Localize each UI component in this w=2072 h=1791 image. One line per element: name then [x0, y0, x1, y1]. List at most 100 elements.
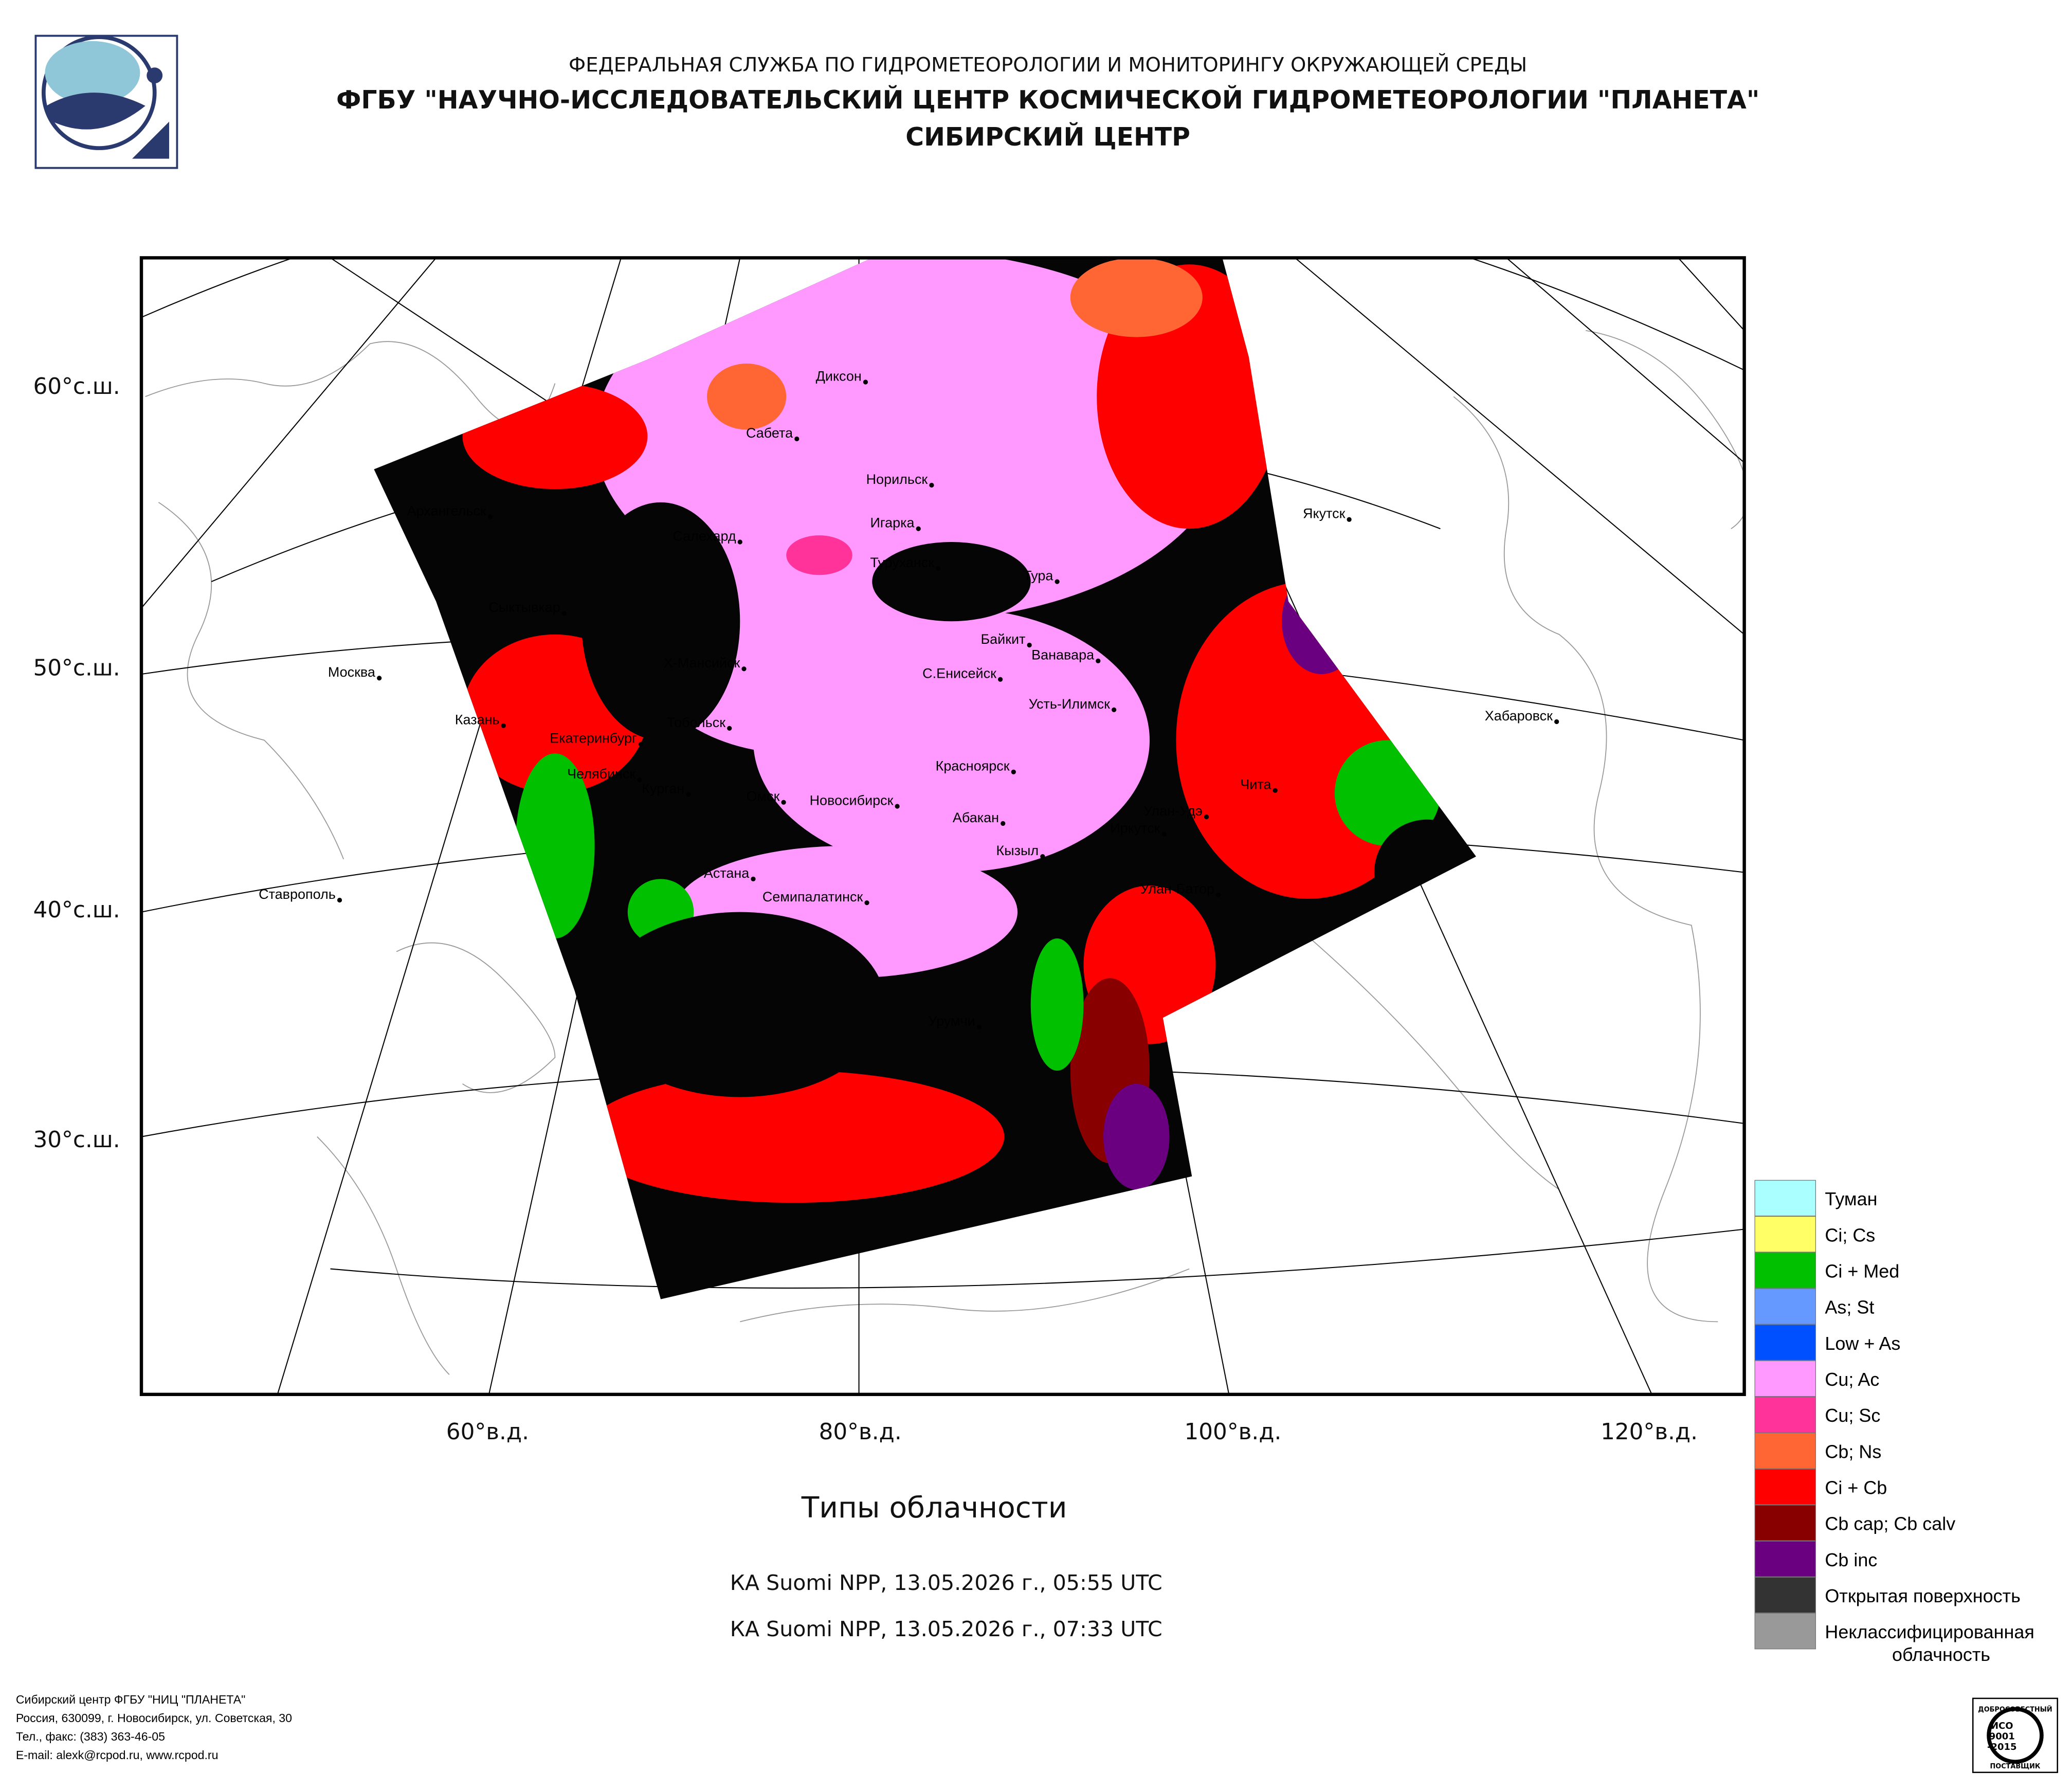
city-labels: Диксон Сабета Норильск Архангельск Игарка Сал…: [259, 368, 1559, 1029]
city-label: Норильск: [866, 472, 928, 487]
map-frame: [139, 256, 1746, 1396]
city-dot: [487, 514, 493, 519]
badge-text: ИСО: [1991, 1721, 2013, 1731]
map: Диксон Сабета Норильск Архангельск Игарка Сал…: [141, 258, 1744, 1395]
city-dot: [751, 876, 756, 881]
city-label: Казань: [455, 712, 500, 728]
legend-label: Туман: [1825, 1188, 1877, 1209]
caption-title: Типы облачности: [801, 1491, 1067, 1525]
caption-line: КА Suomi NPP, 13.05.2026 г., 05:55 UTC: [730, 1570, 1162, 1595]
footer-line: Сибирский центр ФГБУ "НИЦ "ПЛАНЕТА": [16, 1693, 246, 1706]
lon-label: 60°в.д.: [446, 1419, 529, 1445]
city-dot: [863, 379, 868, 385]
city-label: Ставрополь: [259, 887, 336, 902]
city-dot: [561, 611, 567, 616]
lat-label: 30°с.ш.: [33, 1127, 120, 1153]
legend: Туман Ci; Cs Ci + Med As; St Low + As Cu; Ac C…: [1754, 1180, 2034, 1665]
legend-swatch: [1754, 1324, 1816, 1361]
city-label: С.Енисейск: [922, 666, 996, 681]
city-dot: [916, 526, 921, 531]
city-dot: [929, 482, 934, 488]
city-dot: [1112, 707, 1117, 713]
legend-swatch: [1754, 1288, 1816, 1325]
city-dot: [1347, 517, 1352, 522]
caption: Типы облачности КА Suomi NPP, 13.05.2026…: [730, 1491, 1162, 1641]
city-dot: [1554, 719, 1559, 725]
city-label: Игарка: [870, 515, 915, 531]
legend-label: Low + As: [1825, 1333, 1900, 1354]
header-line: ФЕДЕРАЛЬНАЯ СЛУЖБА ПО ГИДРОМЕТЕОРОЛОГИИ …: [569, 52, 1527, 77]
city-label: Сабета: [746, 425, 793, 441]
city-label: Ванавара: [1031, 647, 1094, 663]
legend-swatch: [1754, 1432, 1816, 1469]
legend-label: Cb; Ns: [1825, 1441, 1881, 1462]
city-dot: [895, 804, 900, 809]
badge-text: ПОСТАВЩИК: [1990, 1763, 2041, 1770]
city-label: Улан-Удэ: [1143, 803, 1203, 819]
city-label: Хабаровск: [1485, 708, 1553, 723]
legend-label: Cb inc: [1825, 1549, 1877, 1570]
city-label: Тобольск: [667, 715, 725, 730]
city-label: Чита: [1240, 777, 1271, 792]
legend-swatch: [1754, 1577, 1816, 1614]
city-label: Улан-Батор: [1140, 881, 1214, 897]
city-label: Салехард: [673, 528, 736, 544]
legend-swatch: [1754, 1216, 1816, 1253]
city-label: Х-Мансийск: [664, 655, 740, 671]
header-line: СИБИРСКИЙ ЦЕНТР: [905, 122, 1190, 152]
footer-line: Тел., факс: (383) 363-46-05: [16, 1730, 165, 1743]
city-dot: [1096, 658, 1101, 663]
city-dot: [997, 677, 1003, 682]
legend-swatch: [1754, 1505, 1816, 1541]
quality-badge: ДОБРОСОВЕСТНЫЙ ИСО 9001 -2015 ПОСТАВЩИК: [1972, 1697, 2059, 1774]
city-dot: [501, 723, 506, 728]
city-dot: [1055, 579, 1060, 584]
city-dot: [638, 741, 644, 747]
city-dot: [1011, 769, 1016, 774]
legend-swatch: [1754, 1541, 1816, 1578]
badge-text: ДОБРОСОВЕСТНЫЙ: [1978, 1706, 2052, 1714]
city-label: Новосибирск: [810, 792, 894, 808]
legend-label: Ci + Cb: [1825, 1477, 1887, 1498]
legend-label: облачность: [1892, 1644, 1990, 1665]
lat-label: 40°с.ш.: [33, 897, 120, 923]
city-dot: [976, 1024, 982, 1029]
caption-line: КА Suomi NPP, 13.05.2026 г., 07:33 UTC: [730, 1617, 1162, 1641]
city-dot: [781, 800, 786, 805]
city-label: Байкит: [980, 631, 1025, 647]
city-dot: [794, 436, 799, 442]
city-label: Туруханск: [870, 555, 934, 570]
city-dot: [337, 897, 342, 903]
lon-label: 120°в.д.: [1601, 1419, 1698, 1445]
city-dot: [1204, 814, 1209, 820]
city-label: Якутск: [1303, 506, 1346, 521]
legend-label: Ci + Med: [1825, 1261, 1899, 1282]
lat-label: 50°с.ш.: [33, 655, 120, 681]
city-label: Диксон: [816, 368, 862, 384]
lon-label: 80°в.д.: [819, 1419, 902, 1445]
city-dot: [737, 539, 742, 545]
city-dot: [1040, 854, 1045, 859]
badge-text: -2015: [1987, 1742, 2017, 1752]
city-label: Курган: [642, 781, 684, 796]
legend-swatch: [1754, 1252, 1816, 1289]
legend-swatch: [1754, 1469, 1816, 1505]
city-label: Иркутск: [1110, 820, 1160, 836]
city-dot: [686, 792, 691, 797]
legend-label: As; St: [1825, 1297, 1874, 1318]
city-label: Архангельск: [407, 503, 486, 519]
legend-label: Cu; Sc: [1825, 1405, 1880, 1426]
badge-text: 9001: [1989, 1731, 2015, 1742]
legend-swatch: [1754, 1180, 1816, 1217]
header: ФЕДЕРАЛЬНАЯ СЛУЖБА ПО ГИДРОМЕТЕОРОЛОГИИ …: [336, 52, 1759, 152]
legend-swatch: [1754, 1613, 1816, 1650]
map-axis-labels: 60°с.ш. 50°с.ш. 40°с.ш. 30°с.ш. 60°в.д. 80°в.…: [33, 373, 1698, 1445]
lon-label: 100°в.д.: [1184, 1419, 1281, 1445]
city-label: Красноярск: [936, 758, 1010, 774]
city-label: Москва: [328, 664, 375, 680]
city-dot: [864, 900, 869, 906]
footer-line: E-mail: alexk@rcpod.ru, www.rcpod.ru: [16, 1748, 219, 1762]
city-dot: [741, 666, 747, 672]
